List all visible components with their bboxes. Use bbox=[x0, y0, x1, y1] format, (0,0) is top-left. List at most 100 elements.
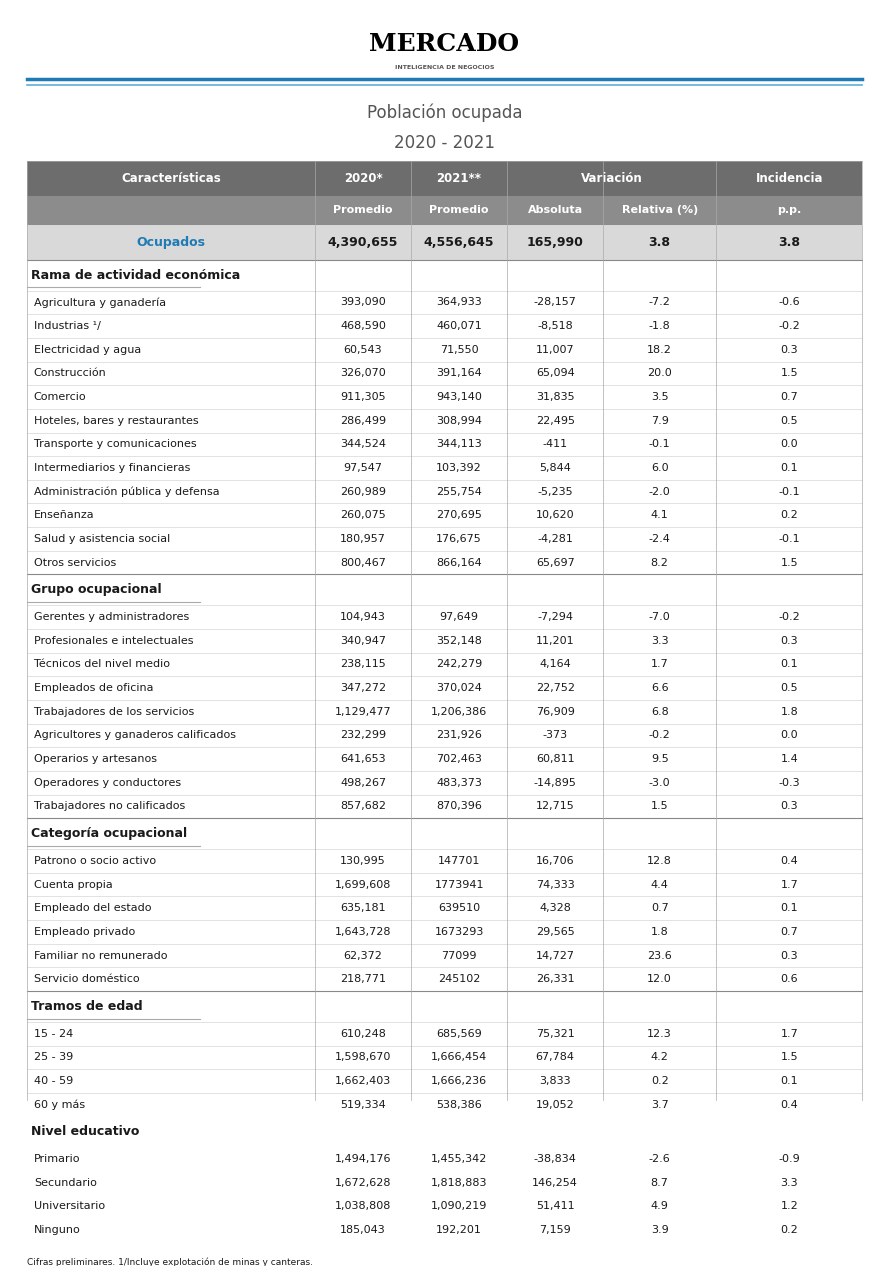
Text: Ninguno: Ninguno bbox=[34, 1225, 81, 1236]
Text: -7.0: -7.0 bbox=[649, 613, 670, 622]
Text: 97,649: 97,649 bbox=[440, 613, 478, 622]
Text: 639510: 639510 bbox=[438, 903, 480, 913]
Text: 0.1: 0.1 bbox=[781, 660, 798, 670]
Text: 51,411: 51,411 bbox=[536, 1201, 574, 1212]
Text: 4.2: 4.2 bbox=[651, 1052, 669, 1062]
Text: 242,279: 242,279 bbox=[436, 660, 482, 670]
Text: 468,590: 468,590 bbox=[340, 322, 386, 330]
Text: 2020*: 2020* bbox=[344, 172, 382, 185]
Text: 4.1: 4.1 bbox=[651, 510, 669, 520]
Text: 12.0: 12.0 bbox=[647, 975, 672, 984]
Text: Agricultores y ganaderos calificados: Agricultores y ganaderos calificados bbox=[34, 730, 236, 741]
Text: Transporte y comunicaciones: Transporte y comunicaciones bbox=[34, 439, 196, 449]
Text: 0.4: 0.4 bbox=[781, 1100, 798, 1110]
Text: 180,957: 180,957 bbox=[340, 534, 386, 544]
Text: 0.3: 0.3 bbox=[781, 344, 798, 354]
Text: 12,715: 12,715 bbox=[536, 801, 574, 812]
Text: 4.9: 4.9 bbox=[651, 1201, 669, 1212]
Text: 97,547: 97,547 bbox=[343, 463, 382, 473]
Text: 71,550: 71,550 bbox=[440, 344, 478, 354]
Text: 870,396: 870,396 bbox=[436, 801, 482, 812]
Text: Agricultura y ganadería: Agricultura y ganadería bbox=[34, 298, 166, 308]
Text: 60,543: 60,543 bbox=[344, 344, 382, 354]
Text: 0.1: 0.1 bbox=[781, 463, 798, 473]
Text: 635,181: 635,181 bbox=[340, 903, 386, 913]
Text: 0.5: 0.5 bbox=[781, 415, 798, 425]
Text: 18.2: 18.2 bbox=[647, 344, 672, 354]
Text: 1,662,403: 1,662,403 bbox=[335, 1076, 391, 1086]
Text: 192,201: 192,201 bbox=[436, 1225, 482, 1236]
Text: 1673293: 1673293 bbox=[435, 927, 484, 937]
Text: 3.7: 3.7 bbox=[651, 1100, 669, 1110]
Text: -0.2: -0.2 bbox=[779, 322, 800, 330]
Text: Otros servicios: Otros servicios bbox=[34, 557, 116, 567]
Text: Salud y asistencia social: Salud y asistencia social bbox=[34, 534, 170, 544]
Text: Administración pública y defensa: Administración pública y defensa bbox=[34, 486, 220, 498]
Text: 3.8: 3.8 bbox=[649, 235, 670, 248]
Text: 231,926: 231,926 bbox=[436, 730, 482, 741]
Text: Operadores y conductores: Operadores y conductores bbox=[34, 777, 180, 787]
Text: 1,643,728: 1,643,728 bbox=[335, 927, 391, 937]
Text: 1,038,808: 1,038,808 bbox=[335, 1201, 391, 1212]
Text: 74,333: 74,333 bbox=[536, 880, 574, 890]
Text: 857,682: 857,682 bbox=[340, 801, 386, 812]
Text: 393,090: 393,090 bbox=[340, 298, 386, 308]
Text: Promedio: Promedio bbox=[429, 205, 489, 215]
Text: 943,140: 943,140 bbox=[436, 392, 482, 403]
Text: MERCADO: MERCADO bbox=[370, 32, 519, 56]
Text: 1.2: 1.2 bbox=[781, 1201, 798, 1212]
Text: 0.2: 0.2 bbox=[651, 1076, 669, 1086]
Text: -2.0: -2.0 bbox=[649, 486, 670, 496]
Text: 8.2: 8.2 bbox=[651, 557, 669, 567]
Text: 308,994: 308,994 bbox=[436, 415, 482, 425]
Text: Intermediarios y financieras: Intermediarios y financieras bbox=[34, 463, 190, 473]
Text: Promedio: Promedio bbox=[333, 205, 393, 215]
Text: 176,675: 176,675 bbox=[436, 534, 482, 544]
Text: 22,752: 22,752 bbox=[536, 684, 574, 693]
Text: 2020 - 2021: 2020 - 2021 bbox=[394, 134, 495, 152]
Text: -411: -411 bbox=[542, 439, 568, 449]
Text: -0.6: -0.6 bbox=[779, 298, 800, 308]
Text: 0.3: 0.3 bbox=[781, 951, 798, 961]
Text: Grupo ocupacional: Grupo ocupacional bbox=[31, 584, 162, 596]
Text: Secundario: Secundario bbox=[34, 1177, 97, 1188]
Text: 519,334: 519,334 bbox=[340, 1100, 386, 1110]
Text: -7,294: -7,294 bbox=[537, 613, 573, 622]
Text: 4,556,645: 4,556,645 bbox=[424, 235, 494, 248]
Text: Empleado privado: Empleado privado bbox=[34, 927, 135, 937]
Text: Técnicos del nivel medio: Técnicos del nivel medio bbox=[34, 660, 170, 670]
Text: 26,331: 26,331 bbox=[536, 975, 574, 984]
Text: 1,206,386: 1,206,386 bbox=[431, 706, 487, 717]
Text: 255,754: 255,754 bbox=[436, 486, 482, 496]
Text: 1,666,454: 1,666,454 bbox=[431, 1052, 487, 1062]
Text: Población ocupada: Población ocupada bbox=[367, 104, 522, 122]
Text: 0.3: 0.3 bbox=[781, 636, 798, 646]
Text: -28,157: -28,157 bbox=[533, 298, 577, 308]
Text: 347,272: 347,272 bbox=[340, 684, 386, 693]
Text: 1,129,477: 1,129,477 bbox=[335, 706, 391, 717]
Text: 12.8: 12.8 bbox=[647, 856, 672, 866]
Text: 911,305: 911,305 bbox=[340, 392, 386, 403]
Text: 20.0: 20.0 bbox=[647, 368, 672, 379]
Text: 800,467: 800,467 bbox=[340, 557, 386, 567]
Text: 0.0: 0.0 bbox=[781, 439, 798, 449]
Text: Operarios y artesanos: Operarios y artesanos bbox=[34, 755, 156, 765]
Text: Familiar no remunerado: Familiar no remunerado bbox=[34, 951, 167, 961]
Text: 460,071: 460,071 bbox=[436, 322, 482, 330]
Text: 1,699,608: 1,699,608 bbox=[335, 880, 391, 890]
Text: Categoría ocupacional: Categoría ocupacional bbox=[31, 827, 188, 841]
Text: 326,070: 326,070 bbox=[340, 368, 386, 379]
Text: 7,159: 7,159 bbox=[540, 1225, 571, 1236]
Text: 3.9: 3.9 bbox=[651, 1225, 669, 1236]
Text: 0.5: 0.5 bbox=[781, 684, 798, 693]
Text: 65,697: 65,697 bbox=[536, 557, 574, 567]
Text: 185,043: 185,043 bbox=[340, 1225, 386, 1236]
Text: 77099: 77099 bbox=[441, 951, 477, 961]
Text: Empleados de oficina: Empleados de oficina bbox=[34, 684, 153, 693]
Text: 866,164: 866,164 bbox=[436, 557, 482, 567]
Text: 3.8: 3.8 bbox=[778, 235, 800, 248]
Text: 538,386: 538,386 bbox=[436, 1100, 482, 1110]
Text: 3,833: 3,833 bbox=[540, 1076, 571, 1086]
Text: 76,909: 76,909 bbox=[536, 706, 574, 717]
Text: 19,052: 19,052 bbox=[536, 1100, 574, 1110]
